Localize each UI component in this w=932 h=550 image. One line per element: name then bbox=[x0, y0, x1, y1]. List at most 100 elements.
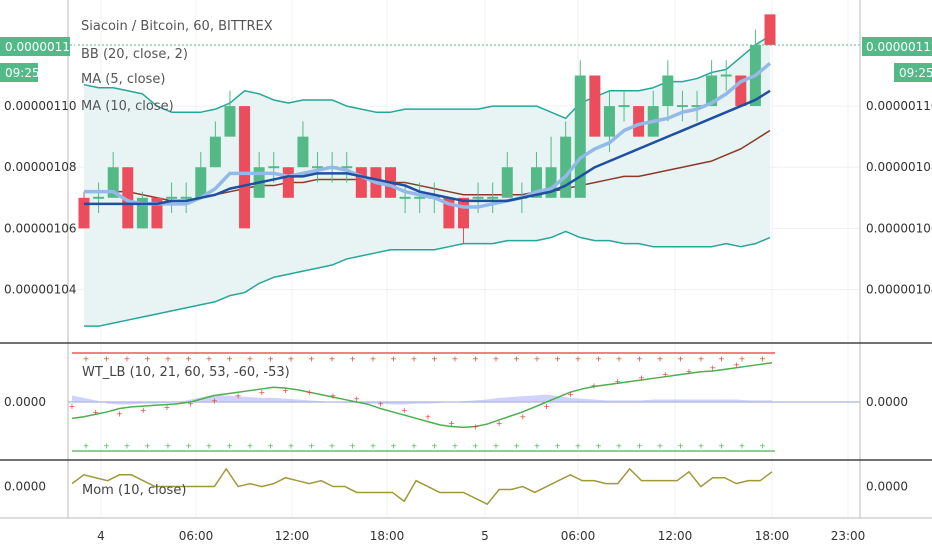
wt-os-marker: + bbox=[83, 441, 90, 450]
last-price-right: 0.00000112 bbox=[866, 40, 932, 54]
last-time-right: 09:25 bbox=[899, 66, 932, 80]
wt-ob-marker: + bbox=[83, 355, 90, 364]
wt-ob-marker: + bbox=[308, 355, 315, 364]
mom-y-tick-left: 0.0000 bbox=[4, 480, 46, 494]
wt2-dot: + bbox=[448, 419, 455, 428]
y-tick-label-left: 0.00000108 bbox=[4, 160, 77, 174]
y-tick-label-left: 0.00000104 bbox=[4, 283, 77, 297]
candle-up bbox=[93, 196, 105, 199]
wt-ob-marker: + bbox=[718, 355, 725, 364]
wt-os-marker: + bbox=[452, 441, 459, 450]
wt-y-tick-left: 0.0000 bbox=[4, 395, 46, 409]
wt-os-marker: + bbox=[718, 441, 725, 450]
wt-ob-marker: + bbox=[636, 355, 643, 364]
wt2-dot: + bbox=[519, 413, 526, 422]
wt-ob-marker: + bbox=[554, 355, 561, 364]
wt-ob-marker: + bbox=[144, 355, 151, 364]
wt-os-marker: + bbox=[349, 441, 356, 450]
wt-os-marker: + bbox=[616, 441, 623, 450]
wt-os-marker: + bbox=[206, 441, 213, 450]
wt-os-marker: + bbox=[144, 441, 151, 450]
wt-os-marker: + bbox=[472, 441, 479, 450]
wt-y-tick-right: 0.0000 bbox=[866, 395, 908, 409]
wt-os-marker: + bbox=[185, 441, 192, 450]
wt2-dot: + bbox=[235, 391, 242, 400]
wt2-dot: + bbox=[686, 367, 693, 376]
candle-up bbox=[662, 75, 674, 107]
wavetrend-pane[interactable]: + + + + + + + + + + + + + + + + + + + + + + + + + + + + + + + + + + + + + + + +… bbox=[68, 352, 860, 452]
candle-up bbox=[545, 167, 557, 198]
candle-up bbox=[487, 196, 499, 199]
wt-ob-marker: + bbox=[206, 355, 213, 364]
wt-ob-marker: + bbox=[165, 355, 172, 364]
y-tick-label-left: 0.00000110 bbox=[4, 99, 77, 113]
candle-down bbox=[764, 14, 776, 45]
wt-ob-marker: + bbox=[534, 355, 541, 364]
wt2-dot: + bbox=[472, 423, 479, 432]
wt2-dot: + bbox=[638, 374, 645, 383]
wt-os-marker: + bbox=[493, 441, 500, 450]
wt-ob-marker: + bbox=[431, 355, 438, 364]
wt-ob-marker: + bbox=[739, 355, 746, 364]
last-price-badge-left: 0.00000112 09:25 bbox=[0, 37, 78, 82]
last-time-left: 09:25 bbox=[5, 66, 40, 80]
wt1-line bbox=[71, 362, 773, 429]
last-price-left: 0.00000112 bbox=[5, 40, 78, 54]
wt2-dot: + bbox=[401, 406, 408, 415]
wt-ob-marker: + bbox=[124, 355, 131, 364]
wt-os-marker: + bbox=[554, 441, 561, 450]
candle-down bbox=[443, 197, 455, 229]
wt-ob-marker: + bbox=[698, 355, 705, 364]
bb-lower-line bbox=[84, 230, 771, 327]
wt-ob-marker: + bbox=[267, 355, 274, 364]
wt-os-marker: + bbox=[431, 441, 438, 450]
wt-ob-marker: + bbox=[411, 355, 418, 364]
candle-down bbox=[122, 167, 134, 229]
wt2-dot: + bbox=[211, 396, 218, 405]
x-tick-label: 4 bbox=[97, 529, 105, 543]
candle-down bbox=[355, 167, 367, 198]
candle-up bbox=[166, 196, 178, 199]
wt2-dot: + bbox=[92, 408, 99, 417]
candle-up bbox=[530, 167, 542, 198]
wt-os-marker: + bbox=[534, 441, 541, 450]
momentum-pane[interactable] bbox=[71, 467, 773, 506]
candle-up bbox=[341, 166, 353, 169]
wt-os-marker: + bbox=[657, 441, 664, 450]
indicator-label-ma10: MA (10, close) bbox=[81, 99, 174, 114]
candle-up bbox=[560, 136, 572, 198]
wt-os-marker: + bbox=[739, 441, 746, 450]
wt2-dot: + bbox=[164, 403, 171, 412]
price-pane[interactable] bbox=[70, 14, 862, 327]
wt-ob-marker: + bbox=[759, 355, 766, 364]
candle-up bbox=[720, 74, 732, 77]
y-tick-label-left: 0.00000106 bbox=[4, 221, 77, 235]
wt-os-marker: + bbox=[513, 441, 520, 450]
wt2-dot: + bbox=[353, 395, 360, 404]
candle-down bbox=[239, 106, 251, 229]
wt-os-marker: + bbox=[677, 441, 684, 450]
wt-legend-label: WT_LB (10, 21, 60, 53, -60, -53) bbox=[82, 365, 290, 380]
candle-up bbox=[399, 196, 411, 199]
wt-os-marker: + bbox=[288, 441, 295, 450]
wt2-dot: + bbox=[69, 402, 76, 411]
wt-ob-marker: + bbox=[370, 355, 377, 364]
wt2-dot: + bbox=[733, 360, 740, 369]
candle-up bbox=[603, 106, 615, 137]
wt-os-marker: + bbox=[124, 441, 131, 450]
wt-ob-marker: + bbox=[103, 355, 110, 364]
candle-up bbox=[195, 167, 207, 198]
x-tick-label: 23:00 bbox=[831, 529, 866, 543]
wt2-dot: + bbox=[306, 388, 313, 397]
wt-os-marker: + bbox=[267, 441, 274, 450]
candle-up bbox=[209, 136, 221, 168]
candle-down bbox=[633, 106, 645, 137]
wt-ob-marker: + bbox=[677, 355, 684, 364]
wt2-dot: + bbox=[258, 388, 265, 397]
symbol-title: Siacoin / Bitcoin, 60, BITTREX bbox=[81, 19, 273, 34]
candle-up bbox=[224, 106, 236, 137]
candle-up bbox=[691, 105, 703, 108]
candle-up bbox=[180, 196, 192, 199]
wt-ob-marker: + bbox=[493, 355, 500, 364]
